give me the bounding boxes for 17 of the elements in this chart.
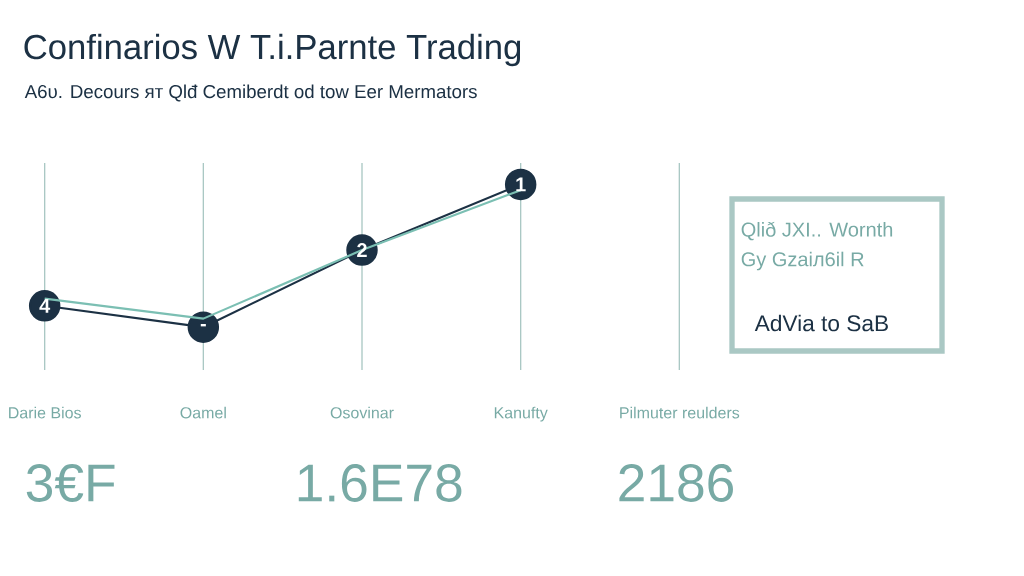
text: 3€F xyxy=(26,464,115,502)
annotation: - xyxy=(200,323,206,327)
annotation: Qlið JXI.. Wornth xyxy=(741,221,893,241)
x-tick-label: Oamel xyxy=(180,406,226,419)
chart-title: Confinarios W T.i.Parnte Trading xyxy=(24,33,521,67)
annotation: 4 xyxy=(39,298,51,313)
x-tick-label: Pilmuter reulders xyxy=(620,406,740,419)
annotation: Gy Gzaiл6il R xyxy=(741,251,864,271)
text: 1.6E78 xyxy=(298,464,462,502)
point xyxy=(187,311,220,343)
annotation: 1 xyxy=(516,177,526,192)
x-tick-label: Kanufty xyxy=(494,406,548,422)
chart-subtitle: A6υ. Decours ят Qlđ Cemiberdt od tow Eer Mermators xyxy=(24,84,477,102)
x-tick-label: Osovinar xyxy=(330,406,394,419)
x-tick-label: Darie Bios xyxy=(9,406,81,419)
annotation: AdVia to SaB xyxy=(754,314,888,332)
text: 2186 xyxy=(619,464,733,502)
